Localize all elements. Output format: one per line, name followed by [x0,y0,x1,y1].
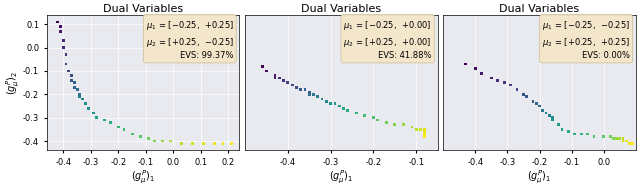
Point [390,123,400,126]
Y-axis label: $(g_\mu^P)_2$: $(g_\mu^P)_2$ [4,70,22,95]
Point [570,133,580,136]
Point [621,139,631,142]
Point [518,93,529,96]
Point [88,112,99,115]
Point [80,102,90,105]
Point [127,133,137,136]
Point [624,142,634,145]
Point [52,21,63,24]
Point [75,95,85,98]
Point [618,139,628,142]
Point [598,135,609,138]
Point [321,100,332,103]
Title: Dual Variables: Dual Variables [103,4,183,14]
Point [372,119,383,122]
Point [69,81,79,84]
Point [554,123,564,126]
Point [270,74,280,77]
Point [538,109,548,112]
Point [283,81,293,84]
Point [75,93,85,96]
Point [470,67,481,70]
Point [209,142,220,145]
Point [342,109,353,112]
Point [608,137,618,140]
Point [99,119,109,122]
Point [557,128,567,131]
Point [143,137,154,140]
Point [339,107,349,110]
Point [257,65,268,68]
Point [415,128,426,131]
Point [317,97,327,101]
Point [506,83,516,86]
Point [576,133,586,136]
Point [198,142,209,145]
Point [621,139,631,142]
Point [582,133,593,136]
Title: Dual Variables: Dual Variables [301,4,381,14]
Point [218,142,228,145]
Point [493,79,503,82]
Point [326,102,336,105]
Point [287,83,297,86]
Point [274,77,284,80]
Point [296,88,306,91]
Point [605,135,615,138]
Point [157,139,168,142]
X-axis label: $(g_\mu^P)_1$: $(g_\mu^P)_1$ [527,168,552,186]
Point [77,97,88,101]
Point [351,112,362,115]
Point [226,142,236,145]
Point [261,70,271,73]
Point [627,142,637,145]
Point [166,139,176,142]
Point [534,105,545,108]
X-axis label: $(g_\mu^P)_1$: $(g_\mu^P)_1$ [131,168,156,186]
Point [105,121,115,124]
Point [398,123,408,126]
Text: $\mu_1$ = [$-$0.25,  $+$0.00]
$\mu_2$ = [$+$0.25,  $+$0.00]
EVS: 41.88%: $\mu_1$ = [$-$0.25, $+$0.00] $\mu_2$ = [… [344,19,432,60]
Point [547,116,557,119]
Point [563,130,573,133]
Point [618,137,628,140]
Point [135,135,145,138]
Point [381,121,392,124]
Point [278,79,289,82]
Point [67,79,77,82]
Point [270,77,280,80]
Point [544,114,554,117]
Point [411,128,421,131]
Point [58,39,68,42]
Point [334,105,344,108]
Point [58,46,68,49]
Point [547,119,557,122]
Point [512,88,522,91]
Point [64,70,74,73]
Point [360,114,370,117]
Point [308,93,319,96]
Point [56,30,66,33]
Point [61,63,71,66]
Point [420,128,430,131]
Point [61,53,71,56]
Point [420,135,430,138]
Point [611,137,621,140]
Point [304,90,314,93]
Point [313,95,323,98]
Point [407,126,417,129]
Point [614,137,625,140]
Point [72,88,82,91]
Point [92,116,102,119]
Point [486,77,497,80]
Point [330,102,340,105]
Point [589,135,599,138]
Title: Dual Variables: Dual Variables [499,4,580,14]
Point [499,81,509,84]
Point [300,88,310,91]
X-axis label: $(g_\mu^P)_1$: $(g_\mu^P)_1$ [329,168,353,186]
Point [56,25,66,28]
Point [83,107,93,110]
Point [420,130,430,133]
Point [291,86,301,89]
